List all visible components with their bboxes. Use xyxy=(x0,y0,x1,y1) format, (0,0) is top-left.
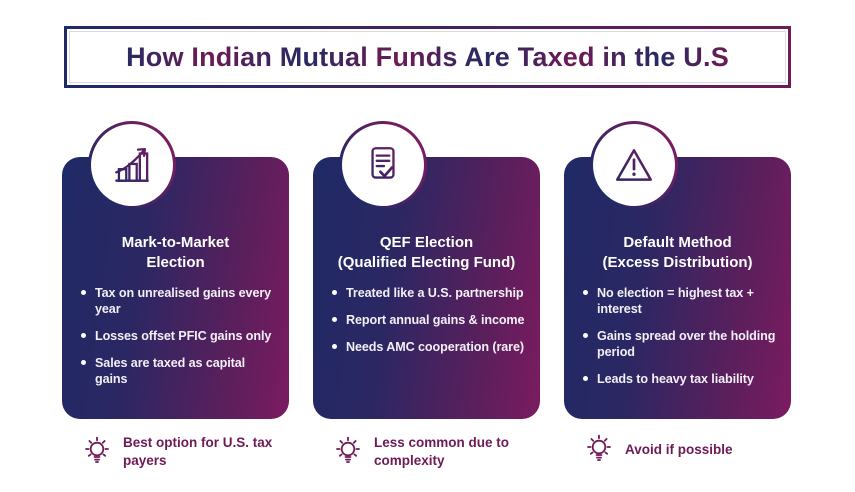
card-qef-election: QEF Election (Qualified Electing Fund) T… xyxy=(313,121,540,469)
icon-badge xyxy=(339,121,427,209)
growth-chart-icon xyxy=(109,142,155,188)
document-check-icon xyxy=(360,142,406,188)
bullet-text: Sales are taxed as capital gains xyxy=(95,356,246,387)
card-title-line1: Mark-to-Market xyxy=(121,234,230,251)
bullet-item: Needs AMC cooperation (rare) xyxy=(328,339,525,355)
warning-triangle-icon xyxy=(611,142,657,188)
bullet-item: Report annual gains & income xyxy=(328,312,525,328)
bullet-text: No election = highest tax + interest xyxy=(597,286,754,317)
card-title: QEF Election (Qualified Electing Fund) xyxy=(328,233,525,272)
bullet-text: Leads to heavy tax liability xyxy=(597,372,754,387)
bullet-item: Tax on unrealised gains every year xyxy=(77,285,274,317)
bullet-dot xyxy=(583,376,588,382)
bullet-list: No election = highest tax + interest Gai… xyxy=(579,285,776,388)
bullet-list: Tax on unrealised gains every year Losse… xyxy=(77,285,274,388)
cards-row: Mark-to-Market Election Tax on unrealise… xyxy=(62,121,791,469)
bullet-item: Sales are taxed as capital gains xyxy=(77,355,274,387)
bullet-item: No election = highest tax + interest xyxy=(579,285,776,317)
card-default-method: Default Method (Excess Distribution) No … xyxy=(564,121,791,469)
bullet-item: Treated like a U.S. partnership xyxy=(328,285,525,301)
note-text: Avoid if possible xyxy=(625,442,733,458)
card-mark-to-market: Mark-to-Market Election Tax on unrealise… xyxy=(62,121,289,469)
card-body: QEF Election (Qualified Electing Fund) T… xyxy=(313,157,540,419)
page-title: How Indian Mutual Funds Are Taxed in the… xyxy=(126,41,729,72)
card-title-line2: Election xyxy=(146,253,205,271)
card-title-line1: QEF Election xyxy=(379,234,474,251)
card-title-line1: Default Method xyxy=(623,234,732,251)
card-title: Default Method (Excess Distribution) xyxy=(579,233,776,272)
bullet-text: Report annual gains & income xyxy=(346,313,525,328)
card-title: Mark-to-Market Election xyxy=(77,233,274,272)
bullet-dot xyxy=(81,360,86,366)
bullet-item: Losses offset PFIC gains only xyxy=(77,328,274,344)
bullet-dot xyxy=(332,317,337,323)
icon-badge xyxy=(590,121,678,209)
bullet-item: Gains spread over the holding period xyxy=(579,328,776,360)
icon-badge xyxy=(88,121,176,209)
card-body: Default Method (Excess Distribution) No … xyxy=(564,157,791,419)
bullet-list: Treated like a U.S. partnership Report a… xyxy=(328,285,525,355)
bullet-text: Treated like a U.S. partnership xyxy=(346,286,524,300)
card-body: Mark-to-Market Election Tax on unrealise… xyxy=(62,157,289,419)
bullet-dot xyxy=(583,333,588,339)
bullet-item: Leads to heavy tax liability xyxy=(579,371,776,387)
title-box: How Indian Mutual Funds Are Taxed in the… xyxy=(64,26,791,88)
card-title-line2: (Qualified Electing Fund) xyxy=(337,253,516,271)
note-text: Best option for U.S. tax payers xyxy=(123,435,273,468)
card-title-line2: (Excess Distribution) xyxy=(602,253,753,271)
bullet-dot xyxy=(332,290,337,295)
lightbulb-icon xyxy=(333,436,363,468)
bullet-text: Tax on unrealised gains every year xyxy=(95,286,272,317)
lightbulb-icon xyxy=(584,434,614,466)
footer-note: Best option for U.S. tax payers xyxy=(62,434,289,469)
bullet-text: Needs AMC cooperation (rare) xyxy=(346,340,524,355)
bullet-dot xyxy=(332,344,337,350)
lightbulb-icon xyxy=(82,436,112,468)
bullet-text: Losses offset PFIC gains only xyxy=(95,329,272,344)
bullet-dot xyxy=(583,290,588,295)
footer-note: Avoid if possible xyxy=(564,434,791,466)
bullet-text: Gains spread over the holding period xyxy=(597,329,776,360)
note-text: Less common due to complexity xyxy=(374,435,510,468)
bullet-dot xyxy=(81,290,86,295)
bullet-dot xyxy=(81,333,86,339)
footer-note: Less common due to complexity xyxy=(313,434,540,469)
